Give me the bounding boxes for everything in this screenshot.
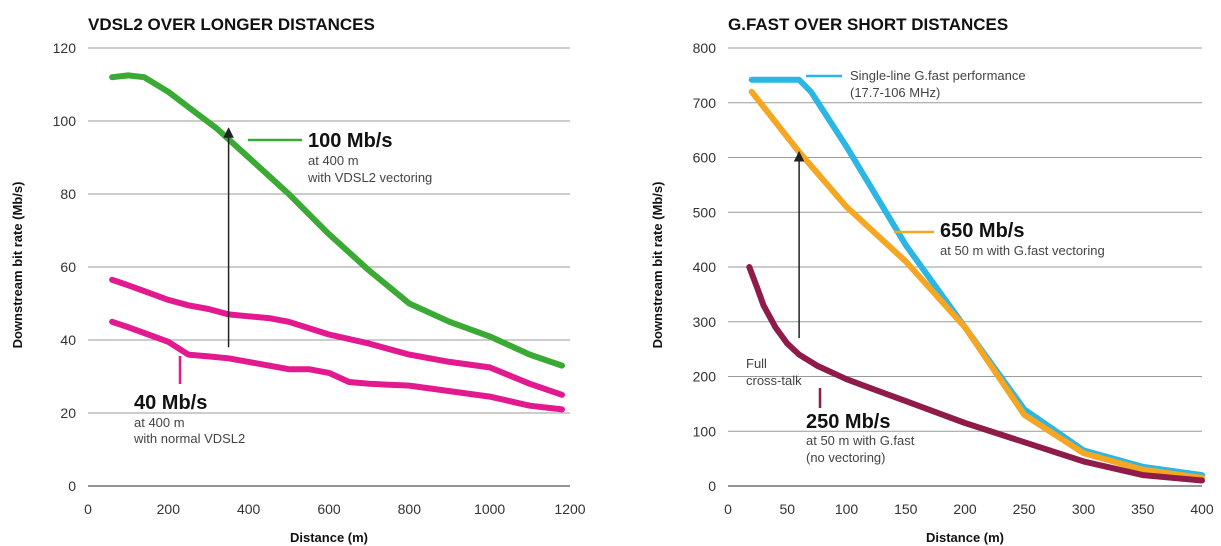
vdsl2-vectoring-note-1: at 400 m (308, 153, 359, 168)
gfast-y-ticks: 0 100 200 300 400 500 600 700 800 (693, 40, 717, 494)
vdsl2-x-axis-label: Distance (m) (290, 530, 368, 545)
gfast-x-tick-label: 400 (1190, 501, 1214, 517)
gfast-x-tick-label: 150 (894, 501, 918, 517)
gfast-y-tick-label: 800 (693, 40, 717, 56)
gfast-x-tick-label: 200 (953, 501, 977, 517)
vdsl2-x-ticks: 0 200 400 600 800 1000 1200 (84, 501, 586, 517)
gfast-x-axis-label: Distance (m) (926, 530, 1004, 545)
gfast-chart-title: G.FAST OVER SHORT DISTANCES (728, 15, 1008, 34)
gfast-legend-line-2: (17.7-106 MHz) (850, 85, 940, 100)
gfast-series-line-2 (746, 264, 1205, 484)
gfast-x-ticks: 0 50 100 150 200 250 300 350 400 (724, 501, 1214, 517)
vdsl2-series (109, 72, 565, 413)
gfast-legend-line-1: Single-line G.fast performance (850, 68, 1026, 83)
gfast-series-line-1 (748, 88, 1205, 481)
vdsl2-y-tick-label: 0 (68, 478, 76, 494)
gfast-crosstalk-note-2: cross-talk (746, 373, 802, 388)
vdsl2-y-tick-label: 40 (60, 332, 76, 348)
gfast-crosstalk-note-1: Full (746, 356, 767, 371)
vdsl2-y-tick-label: 20 (60, 405, 76, 421)
vdsl2-y-tick-label: 100 (53, 113, 77, 129)
vdsl2-series-line-0 (109, 72, 565, 369)
vdsl2-chart-title: VDSL2 OVER LONGER DISTANCES (88, 15, 375, 34)
gfast-y-tick-label: 600 (693, 150, 717, 166)
vdsl2-series-line-1 (109, 276, 565, 398)
gfast-y-tick-label: 700 (693, 95, 717, 111)
gfast-x-tick-label: 100 (835, 501, 859, 517)
vdsl2-x-tick-label: 200 (157, 501, 181, 517)
gfast-vectoring-value: 650 Mb/s (940, 220, 1024, 242)
gfast-novectoring-note-2: (no vectoring) (806, 450, 885, 465)
gfast-novectoring-value: 250 Mb/s (806, 411, 890, 433)
gfast-series (746, 76, 1205, 484)
vdsl2-y-axis-label: Downstream bit rate (Mb/s) (10, 182, 25, 349)
vdsl2-chart: VDSL2 OVER LONGER DISTANCES 0 20 40 60 80 100… (10, 15, 586, 545)
gfast-grid (728, 47, 1202, 487)
gfast-chart: G.FAST OVER SHORT DISTANCES 0 100 200 300 40… (650, 15, 1214, 545)
gfast-y-tick-label: 300 (693, 314, 717, 330)
vdsl2-x-tick-label: 400 (237, 501, 261, 517)
vdsl2-normal-value: 40 Mb/s (134, 392, 207, 414)
gfast-novectoring-note-1: at 50 m with G.fast (806, 433, 915, 448)
gfast-x-tick-label: 250 (1013, 501, 1037, 517)
vdsl2-series-line-2 (109, 318, 565, 413)
vdsl2-x-tick-label: 0 (84, 501, 92, 517)
gfast-x-tick-label: 50 (779, 501, 795, 517)
gfast-y-axis-label: Downstream bit rate (Mb/s) (650, 182, 665, 349)
vdsl2-x-tick-label: 800 (398, 501, 422, 517)
gfast-y-tick-label: 100 (693, 423, 717, 439)
vdsl2-vectoring-value: 100 Mb/s (308, 130, 392, 152)
vdsl2-y-tick-label: 60 (60, 259, 76, 275)
gfast-y-tick-label: 500 (693, 204, 717, 220)
gfast-y-tick-label: 400 (693, 259, 717, 275)
gfast-x-tick-label: 350 (1131, 501, 1155, 517)
vdsl2-x-tick-label: 600 (317, 501, 341, 517)
gfast-y-tick-label: 200 (693, 369, 717, 385)
vdsl2-x-tick-label: 1000 (474, 501, 505, 517)
vdsl2-normal-note-1: at 400 m (134, 415, 185, 430)
vdsl2-vectoring-note-2: with VDSL2 vectoring (307, 170, 432, 185)
gfast-x-tick-label: 300 (1072, 501, 1096, 517)
gfast-y-tick-label: 0 (708, 478, 716, 494)
vdsl2-x-tick-label: 1200 (554, 501, 585, 517)
vdsl2-normal-note-2: with normal VDSL2 (133, 431, 245, 446)
vdsl2-y-ticks: 0 20 40 60 80 100 120 (53, 40, 77, 494)
vdsl2-y-tick-label: 120 (53, 40, 77, 56)
gfast-x-tick-label: 0 (724, 501, 732, 517)
gfast-vectoring-note: at 50 m with G.fast vectoring (940, 243, 1105, 258)
vdsl2-y-tick-label: 80 (60, 186, 76, 202)
